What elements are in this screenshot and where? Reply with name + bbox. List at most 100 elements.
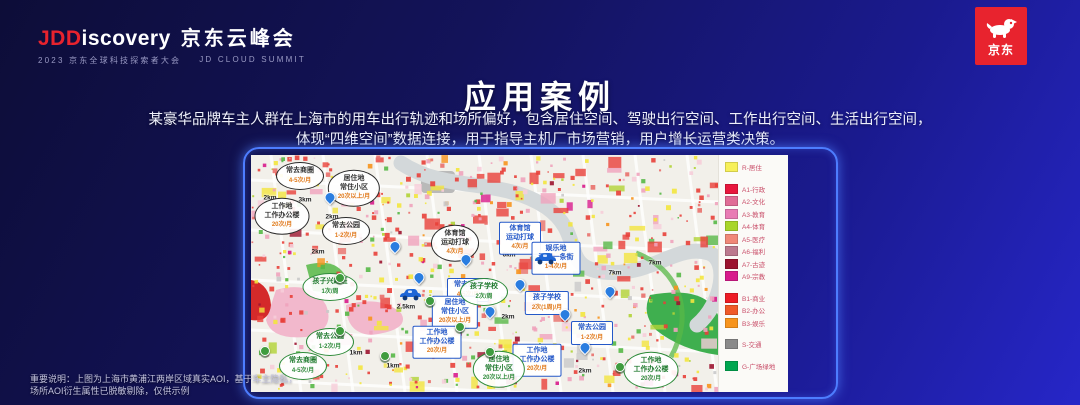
map-annotation: 孩子兴趣班 1次/周 <box>302 273 358 301</box>
legend-item: S-交通 <box>725 339 784 349</box>
legend-item: A3-教育 <box>725 208 784 219</box>
legend-item: A9-宗教 <box>725 271 784 281</box>
annotation-title: 体育馆 <box>509 224 531 232</box>
legend-item: B1-商业 <box>725 292 784 303</box>
jdd-wordmark: JDDiscovery <box>38 27 171 51</box>
annotation-title: 工作地 <box>426 328 448 336</box>
jd-logo-badge: 京东 <box>975 7 1027 65</box>
distance-label: 7km <box>608 269 622 277</box>
legend-item: A1-行政 <box>725 183 784 194</box>
legend-label: A6-福利 <box>742 249 766 256</box>
legend-swatch <box>725 183 738 194</box>
location-pin-icon <box>485 347 495 357</box>
annotation-frequency: 2次/周 <box>475 293 493 300</box>
annotation-title: 常住小区 <box>441 307 469 315</box>
legend-label: A5-医疗 <box>742 236 766 244</box>
legend-item: A4-体育 <box>725 221 784 231</box>
legend-label: B3-娱乐 <box>742 320 766 328</box>
legend-swatch <box>725 271 738 281</box>
annotation-title: 常去公园 <box>578 324 606 331</box>
map-annotation: 常去公园 1-2次/月 <box>306 328 354 356</box>
legend-swatch <box>725 339 738 349</box>
jdd-white-letters: iscovery <box>81 27 171 50</box>
distance-label: 3km <box>298 196 312 204</box>
annotation-title: 工作地 <box>640 356 662 364</box>
annotation-frequency: 1-2次/月 <box>580 334 604 341</box>
page-title: 应用案例 <box>463 79 616 115</box>
annotation-title: 工作办公楼 <box>519 355 555 363</box>
map-canvas: 2km3km2km2km6km7km4km2.5km2km1km1km2km7k… <box>251 155 718 392</box>
legend-label: R-居住 <box>742 165 762 172</box>
distance-label: 2km <box>311 248 325 256</box>
location-pin-icon <box>335 273 345 283</box>
distance-label: 7km <box>648 259 662 267</box>
distance-label: 2km <box>578 367 592 375</box>
distance-label: 2.5km <box>396 303 416 311</box>
annotation-frequency: 4次/月 <box>511 243 529 250</box>
annotation-title: 工作办公楼 <box>419 337 455 345</box>
annotation-title: 体育馆 <box>444 229 466 237</box>
annotation-frequency: 20次/月 <box>426 347 448 354</box>
legend-label: A4-体育 <box>742 224 766 231</box>
annotation-title: 运动打球 <box>441 238 469 246</box>
legend-swatch <box>725 305 738 315</box>
legend-swatch <box>725 208 738 219</box>
annotation-frequency: 20次以上/月 <box>438 317 472 324</box>
annotation-frequency: 20次/月 <box>526 365 548 372</box>
legend-item: B2-办公 <box>725 305 784 315</box>
annotation-title: 常去公园 <box>316 333 344 340</box>
legend-swatch <box>725 162 738 172</box>
legend-swatch <box>725 360 738 371</box>
annotation-frequency: 20次/月 <box>271 221 293 228</box>
legend-label: A1-行政 <box>742 186 766 194</box>
location-pin-icon <box>455 322 465 332</box>
map-annotation: 居住地 常住小区 20次以上/月 <box>472 350 526 388</box>
annotation-frequency: 1-4次/月 <box>544 263 568 270</box>
distance-label: 1km <box>349 349 363 357</box>
legend-label: A7-古迹 <box>742 261 766 269</box>
annotation-title: 工作地 <box>271 202 293 210</box>
distance-label: 6km <box>502 251 516 259</box>
event-logo-sub-cn: 2023 京东全球科技探索者大会 <box>38 56 182 65</box>
annotation-title: 常去公园 <box>332 222 360 229</box>
map-annotation: 居住地 常住小区 20次以上/月 <box>327 169 381 207</box>
distance-label: 2km <box>263 194 277 202</box>
legend-item: A7-古迹 <box>725 258 784 269</box>
annotation-title: 孩子学校 <box>533 294 561 301</box>
legend-item: A5-医疗 <box>725 233 784 244</box>
description-line-1: 某豪华品牌车主人群在上海市的用车出行轨迹和场所偏好，包含居住空间、驾驶出行空间、… <box>148 112 932 128</box>
legend-label: B2-办公 <box>742 308 766 315</box>
annotation-title: 运动打球 <box>506 233 534 241</box>
legend-item: R-居住 <box>725 162 784 172</box>
map-annotation: 常去商圈 4-5次/月 <box>279 352 327 380</box>
annotation-title: 工作办公楼 <box>633 365 669 373</box>
location-pin-icon <box>335 326 345 336</box>
legend-item: A2-文化 <box>725 196 784 206</box>
annotation-frequency: 20次/月 <box>640 375 662 382</box>
legend-swatch <box>725 221 738 231</box>
location-pin-icon <box>425 296 435 306</box>
annotation-frequency: 4-5次/月 <box>288 177 312 184</box>
annotation-frequency: 1次/周 <box>321 288 339 295</box>
legend-item: G-广场绿地 <box>725 360 784 371</box>
annotation-frequency: 20次以上/月 <box>337 193 371 200</box>
legend-label: B1-商业 <box>742 295 766 303</box>
legend-label: A3-教育 <box>742 211 766 219</box>
location-pin-icon <box>380 351 390 361</box>
distance-label: 2km <box>325 213 339 221</box>
annotation-title: 常住小区 <box>485 364 513 372</box>
legend-swatch <box>725 258 738 269</box>
jd-badge-label: 京东 <box>987 42 1014 57</box>
distance-label: 1km <box>386 362 400 370</box>
event-logo-sub-en: JD CLOUD SUMMIT <box>199 55 306 64</box>
description-line-2: 体现“四维空间”数据连接，用于指导主机厂市场营销，用户增长运营类决策。 <box>295 132 785 148</box>
map-annotation: 孩子学校 2次/周 <box>460 278 508 306</box>
legend-swatch <box>725 196 738 206</box>
legend-label: S-交通 <box>742 342 762 349</box>
legend-label: G-广场绿地 <box>742 363 776 371</box>
jdd-red-letters: JDD <box>38 27 82 50</box>
footnote-line-2: 场所AOI衍生属性已脱敏剔除，仅供示例 <box>30 386 190 396</box>
legend-label: A9-宗教 <box>742 274 766 281</box>
annotation-title: 常去商圈 <box>286 167 314 174</box>
annotation-frequency: 4-5次/月 <box>291 367 315 374</box>
